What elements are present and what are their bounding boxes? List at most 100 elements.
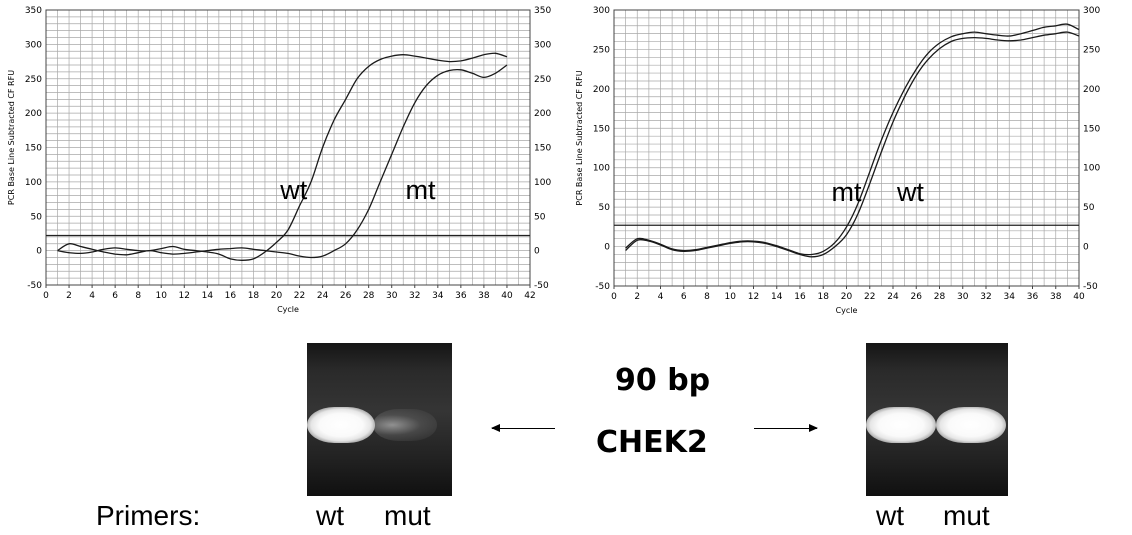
y-tick-label-right: 250: [1083, 45, 1100, 55]
x-tick-label: 8: [135, 291, 141, 301]
x-tick-label: 22: [294, 291, 305, 301]
gene-name-label: CHEK2: [596, 425, 708, 460]
x-tick-label: 38: [1050, 292, 1062, 302]
y-axis-title: PCR Base Line Subtracted CF RFU: [575, 70, 584, 205]
gel-band-left-wt: [307, 407, 375, 443]
x-tick-label: 10: [156, 291, 168, 301]
amplification-charts: 0 2 4 6 8 10 12 14 16 18 20 22 24 26 28 30 32 34 36 38 40 42-…: [7, 6, 1100, 315]
y-tick-label-right: 150: [534, 144, 551, 154]
y-tick-label-right: 250: [534, 75, 551, 85]
y-tick-label-right: 0: [534, 247, 540, 257]
y-tick-label-left: -50: [595, 282, 610, 292]
y-tick-label-right: 200: [534, 109, 551, 119]
y-tick-label-right: 150: [1083, 124, 1100, 134]
x-tick-label: 30: [386, 291, 398, 301]
y-tick-label-right: 100: [1083, 164, 1100, 174]
x-tick-label: 34: [432, 291, 444, 301]
y-tick-label-left: 250: [25, 75, 42, 85]
x-tick-label: 20: [841, 292, 853, 302]
y-tick-label-right: 300: [534, 40, 551, 50]
y-axis-title: PCR Base Line Subtracted CF RFU: [7, 70, 16, 205]
lane-label-right-wt: wt: [876, 500, 904, 531]
x-tick-label: 12: [748, 292, 759, 302]
lane-label-left-wt: wt: [316, 500, 344, 531]
x-tick-label: 16: [794, 292, 806, 302]
chart-left-amplification: 0 2 4 6 8 10 12 14 16 18 20 22 24 26 28 30 32 34 36 38 40 42-…: [7, 6, 551, 314]
product-size-label: 90 bp: [615, 363, 711, 398]
y-tick-label-right: -50: [534, 281, 549, 291]
y-tick-label-left: 0: [604, 243, 610, 253]
x-tick-label: 0: [43, 291, 49, 301]
lane-label-left-mut: mut: [384, 500, 431, 531]
x-tick-label: 10: [725, 292, 737, 302]
y-tick-label-left: 100: [25, 178, 42, 188]
x-tick-label: 18: [248, 291, 260, 301]
y-tick-label-left: 200: [25, 109, 42, 119]
y-tick-label-right: 0: [1083, 243, 1089, 253]
x-tick-label: 32: [409, 291, 420, 301]
x-tick-label: 4: [89, 291, 95, 301]
series-line-wt: [625, 31, 1080, 258]
x-tick-label: 42: [524, 291, 535, 301]
x-tick-label: 30: [957, 292, 969, 302]
y-tick-label-right: 300: [1083, 6, 1100, 16]
x-tick-label: 26: [340, 291, 352, 301]
x-tick-label: 36: [1027, 292, 1039, 302]
x-tick-label: 6: [112, 291, 118, 301]
plot-frame: [45, 9, 531, 286]
y-tick-label-right: 50: [1083, 203, 1095, 213]
curve-annotation-mt: mt: [406, 175, 436, 205]
y-tick-label-left: 50: [599, 203, 611, 213]
gel-band-right-mut: [936, 407, 1006, 443]
y-tick-label-right: 350: [534, 6, 551, 16]
curve-annotation-mt: mt: [832, 177, 862, 207]
y-tick-label-left: 300: [25, 40, 42, 50]
x-tick-label: 14: [202, 291, 214, 301]
y-tick-label-left: 50: [31, 212, 43, 222]
x-tick-label: 14: [771, 292, 783, 302]
y-tick-label-left: -50: [27, 281, 42, 291]
x-tick-label: 2: [634, 292, 640, 302]
primers-label: Primers:: [96, 500, 201, 531]
x-tick-label: 38: [478, 291, 490, 301]
x-tick-label: 26: [911, 292, 923, 302]
curve-annotation-wt: wt: [896, 177, 924, 207]
x-axis-title: Cycle: [836, 306, 858, 315]
right-arrow-icon: [754, 424, 818, 432]
x-tick-label: 32: [980, 292, 991, 302]
x-tick-label: 8: [704, 292, 710, 302]
x-tick-label: 24: [887, 292, 899, 302]
x-tick-label: 4: [658, 292, 664, 302]
x-tick-label: 28: [363, 291, 375, 301]
y-tick-label-right: 50: [534, 212, 546, 222]
x-tick-label: 22: [864, 292, 875, 302]
x-tick-label: 18: [818, 292, 830, 302]
x-tick-label: 36: [455, 291, 467, 301]
gel-band-left-mut: [373, 409, 437, 441]
x-tick-label: 6: [681, 292, 687, 302]
y-tick-label-left: 0: [36, 247, 42, 257]
y-tick-label-right: 100: [534, 178, 551, 188]
x-tick-label: 28: [934, 292, 946, 302]
x-tick-label: 2: [66, 291, 72, 301]
x-tick-label: 20: [271, 291, 283, 301]
y-tick-label-left: 300: [593, 6, 610, 16]
x-tick-label: 40: [1073, 292, 1085, 302]
y-tick-label-left: 150: [25, 144, 42, 154]
x-tick-label: 12: [179, 291, 190, 301]
x-axis-title: Cycle: [277, 305, 299, 314]
x-tick-label: 0: [611, 292, 617, 302]
gel-band-right-wt: [866, 407, 936, 443]
y-tick-label-right: 200: [1083, 85, 1100, 95]
series-line-wt: [57, 52, 508, 261]
x-tick-label: 24: [317, 291, 329, 301]
series-line-mt: [625, 23, 1080, 256]
curve-annotation-wt: wt: [279, 175, 307, 205]
chart-right-amplification: 0 2 4 6 8 10 12 14 16 18 20 22 24 26 28 30 32 34 36 38 40-50…: [575, 6, 1100, 315]
y-tick-label-right: -50: [1083, 282, 1098, 292]
x-tick-label: 34: [1004, 292, 1016, 302]
series-line-mt: [57, 64, 508, 259]
y-tick-label-left: 150: [593, 124, 610, 134]
y-tick-label-left: 350: [25, 6, 42, 16]
y-tick-label-left: 100: [593, 164, 610, 174]
